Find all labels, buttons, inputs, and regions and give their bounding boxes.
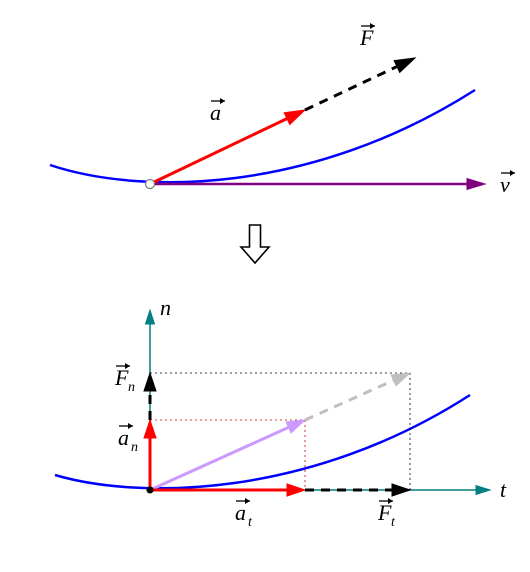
svg-text:n: n	[128, 380, 135, 395]
velocity-vector-head	[467, 179, 485, 190]
svg-text:n: n	[160, 295, 171, 320]
svg-text:t: t	[500, 477, 507, 502]
label-an: an	[118, 423, 138, 455]
svg-text:t: t	[248, 515, 253, 530]
svg-text:F: F	[377, 500, 392, 525]
label-n: n	[160, 295, 171, 320]
force-vector-faded	[305, 380, 395, 420]
f-t-vector-head	[392, 484, 410, 496]
svg-text:F: F	[359, 25, 374, 50]
label-Fn: Fn	[114, 363, 135, 395]
svg-text:F: F	[114, 365, 129, 390]
svg-text:a: a	[210, 100, 221, 125]
top-trajectory-curve	[50, 90, 475, 182]
force-vector-head	[394, 58, 415, 72]
label-a: a	[210, 98, 225, 125]
n-axis-head	[146, 310, 155, 324]
implies-down-arrow	[241, 225, 269, 263]
force-vector-faded-head	[391, 373, 410, 386]
label-at: at	[235, 498, 253, 530]
bottom-origin-point	[147, 487, 154, 494]
svg-text:n: n	[131, 440, 138, 455]
top-origin-point	[146, 180, 155, 189]
label-v: v	[500, 170, 515, 197]
force-vector	[305, 66, 399, 110]
acceleration-vector-head	[284, 110, 305, 124]
svg-text:a: a	[235, 500, 246, 525]
t-axis-head	[476, 486, 490, 495]
a-n-vector-head	[144, 420, 156, 438]
svg-text:v: v	[500, 172, 510, 197]
svg-text:a: a	[118, 425, 129, 450]
label-t: t	[500, 477, 507, 502]
f-n-vector-head	[144, 373, 156, 391]
svg-text:t: t	[391, 515, 396, 530]
acceleration-vector-faded-head	[286, 420, 305, 433]
label-Ft: Ft	[377, 498, 396, 530]
acceleration-vector-faded	[150, 427, 290, 490]
a-t-vector-head	[287, 484, 305, 496]
label-F: F	[359, 23, 375, 50]
